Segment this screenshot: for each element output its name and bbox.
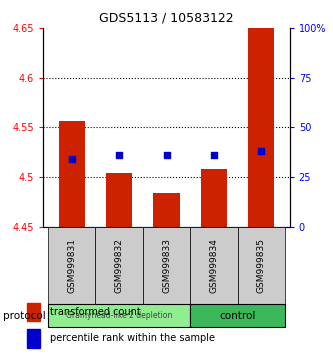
Point — [164, 152, 169, 158]
Text: GSM999835: GSM999835 — [257, 238, 266, 293]
Bar — [248, 28, 274, 227]
Bar — [154, 193, 179, 227]
Bar — [27, 303, 40, 321]
Point — [117, 152, 122, 158]
Point — [69, 156, 74, 162]
Text: control: control — [219, 311, 256, 321]
Bar — [48, 227, 96, 304]
Bar — [190, 227, 237, 304]
Bar — [201, 169, 227, 227]
Point — [211, 152, 216, 158]
Text: GSM999832: GSM999832 — [115, 238, 124, 293]
Point — [259, 148, 264, 154]
Text: Grainyhead-like 2 depletion: Grainyhead-like 2 depletion — [66, 312, 172, 320]
Text: GSM999831: GSM999831 — [67, 238, 76, 293]
Bar — [27, 329, 40, 348]
Title: GDS5113 / 10583122: GDS5113 / 10583122 — [99, 11, 234, 24]
Text: transformed count: transformed count — [50, 307, 141, 317]
Bar — [106, 173, 132, 227]
Bar — [190, 304, 285, 327]
Text: GSM999833: GSM999833 — [162, 238, 171, 293]
Bar — [48, 304, 190, 327]
Text: protocol: protocol — [3, 311, 46, 321]
Text: percentile rank within the sample: percentile rank within the sample — [50, 333, 215, 343]
Bar — [59, 120, 85, 227]
Text: GSM999834: GSM999834 — [209, 238, 218, 293]
Bar — [96, 227, 143, 304]
Bar — [143, 227, 190, 304]
Bar — [237, 227, 285, 304]
